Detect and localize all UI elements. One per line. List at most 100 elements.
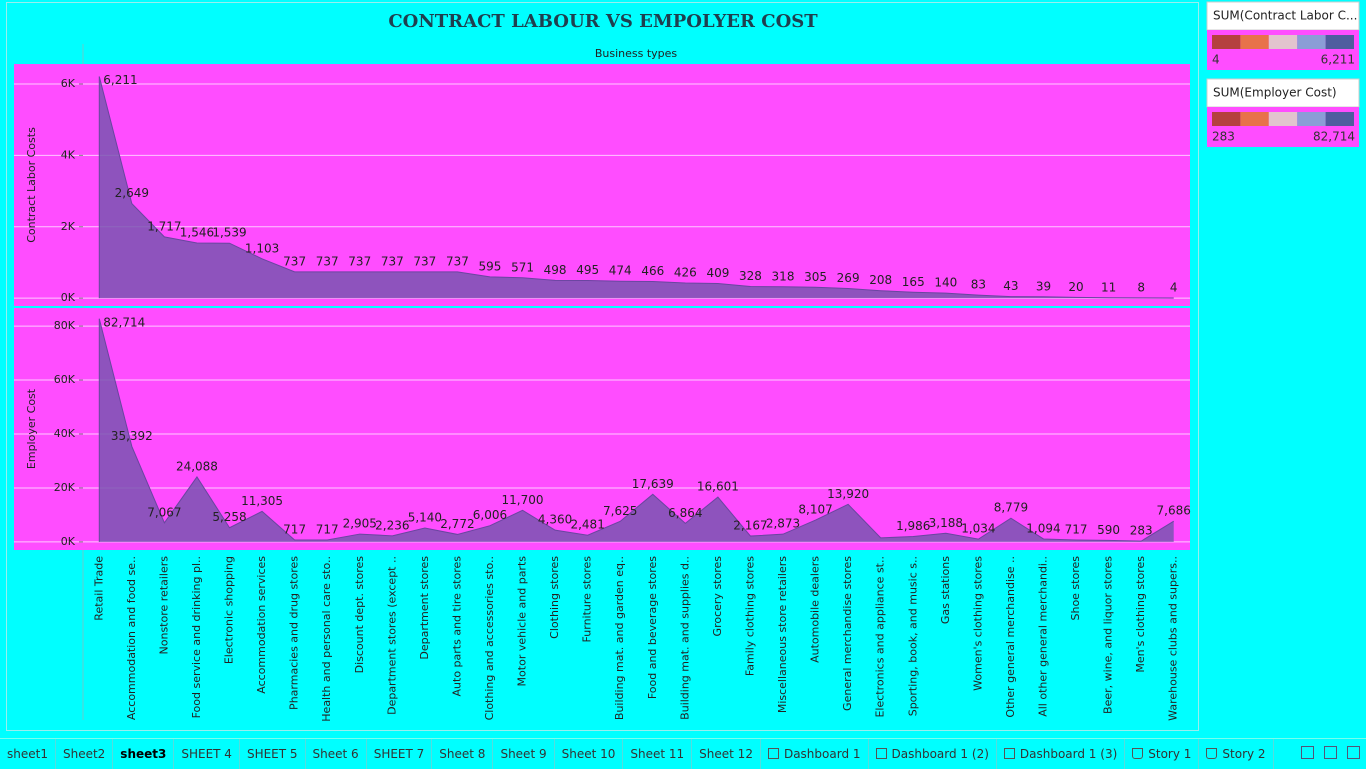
sheet-tab[interactable]: Dashboard 1 (3) [997,739,1126,769]
x-tick-label: Grocery stores [711,556,724,637]
legend-title-box [1206,78,1360,108]
data-label: 43 [1003,279,1018,293]
x-tick-label: Electronics and appliance st.. [874,556,887,718]
tab-label: Sheet 11 [630,747,685,761]
sheet-tab[interactable]: SHEET 4 [174,739,240,769]
data-label: 165 [902,275,925,289]
area-line [98,76,1174,299]
data-label: 737 [348,254,371,268]
sheet-tab[interactable]: SHEET 5 [240,739,306,769]
tab-label: Sheet 8 [439,747,486,761]
x-tick-label: Building mat. and garden eq.. [613,556,626,720]
data-label: 24,088 [176,459,218,473]
data-label: 6,006 [473,508,507,522]
axis-title: Employer Cost [25,388,38,469]
legend-swatch [1297,35,1326,49]
sheet-tab[interactable]: Sheet 11 [623,739,693,769]
sheet-tab[interactable]: Dashboard 1 [761,739,869,769]
data-label: 409 [706,266,729,280]
sheet-tab[interactable]: Dashboard 1 (2) [869,739,997,769]
sheet-tab[interactable]: Sheet 12 [692,739,761,769]
legend-swatch [1325,112,1354,126]
tab-label: Sheet 12 [699,747,753,761]
y-tick-label: 4K [61,148,76,161]
tab-label: sheet3 [120,747,167,761]
x-tick-label: General merchandise stores [841,556,854,711]
data-label: 11,700 [502,493,544,507]
x-tick-label: Department stores [418,556,431,660]
sheet-tab[interactable]: Story 2 [1199,739,1274,769]
area-line [98,318,1174,542]
x-tick-label: Pharmacies and drug stores [288,556,301,710]
data-label: 737 [316,254,339,268]
x-tick-label: Clothing and accessories sto.. [483,556,496,720]
x-tick-label: Food service and drinking pl.. [190,556,203,718]
y-tick-label: 0K [61,291,76,304]
y-tick-label: 40K [54,427,76,440]
x-tick-label: Automobile dealers [809,556,822,663]
x-tick-label: Accommodation and food se.. [125,556,138,720]
area-fill [99,76,1174,299]
legend-swatch [1297,112,1326,126]
data-label: 474 [609,264,632,278]
x-tick-label: Warehouse clubs and supers.. [1167,556,1180,721]
data-label: 4,360 [538,513,572,527]
data-label: 4 [1170,281,1178,295]
data-label: 39 [1036,279,1051,293]
sheet-tab[interactable]: Sheet2 [56,739,114,769]
data-label: 717 [283,522,306,536]
grid-view[interactable] [1301,746,1314,759]
data-label: 8,107 [798,503,832,517]
x-tick-label: Health and personal care sto.. [320,556,333,722]
legend-swatch [1240,112,1269,126]
sheet-tab[interactable]: Story 1 [1125,739,1200,769]
axis-title: Contract Labor Costs [25,127,38,243]
data-label: 1,094 [1026,521,1060,535]
data-label: 1,546 [180,225,214,239]
tab-label: sheet1 [7,747,48,761]
chart-title: CONTRACT LABOUR VS EMPOLYER COST [388,11,818,32]
data-label: 2,649 [115,186,149,200]
sheet-tab[interactable]: Sheet 8 [432,739,494,769]
data-label: 35,392 [111,429,153,443]
filmstrip[interactable] [1324,746,1337,759]
sheet-tab[interactable]: Sheet 6 [306,739,367,769]
data-label: 82,714 [103,315,145,329]
sheet-tab[interactable]: sheet3 [113,739,175,769]
data-label: 717 [1065,522,1088,536]
data-label: 1,539 [212,226,246,240]
sheet-tab[interactable]: sheet1 [0,739,56,769]
data-label: 11,305 [241,494,283,508]
sheet-tabs: sheet1 Sheet2 sheet3 SHEET 4 SHEET 5 Sheet 6 S… [0,738,1366,769]
data-label: 17,639 [632,477,674,491]
column-header: Business types [595,47,678,60]
tab-label: Story 1 [1148,747,1192,761]
area-fill [99,318,1174,542]
sheet-tab[interactable]: Sheet 9 [493,739,555,769]
legend-swatch [1268,112,1298,126]
x-tick-label: Accommodation services [255,556,268,694]
x-tick-label: Motor vehicle and parts [516,556,529,687]
sheet-tab[interactable]: SHEET 7 [367,739,433,769]
dashboard: CONTRACT LABOUR VS EMPOLYER COST Busines… [6,1,1360,731]
y-tick-label: 60K [54,373,76,386]
color-legend: SUM(Employer Cost) 283 82,714 [1206,78,1360,147]
data-label: 8 [1137,280,1145,294]
story-icon [1132,748,1144,759]
data-label: 495 [576,263,599,277]
data-label: 595 [479,259,502,273]
data-label: 1,103 [245,241,279,255]
x-tick-label: Men's clothing stores [1134,556,1147,673]
dashboard-icon [767,748,779,759]
color-legend: SUM(Contract Labor C... 4 6,211 [1206,1,1360,70]
sheet-tab[interactable]: Sheet 10 [555,739,624,769]
legend-swatch [1268,35,1298,49]
data-label: 737 [381,254,404,268]
data-label: 426 [674,265,697,279]
data-label: 7,686 [1157,504,1191,518]
y-tick-label: 2K [61,220,76,233]
present[interactable] [1347,746,1360,759]
x-tick-label: Other general merchandise .. [1004,556,1017,718]
x-tick-label: Furniture stores [581,556,594,643]
